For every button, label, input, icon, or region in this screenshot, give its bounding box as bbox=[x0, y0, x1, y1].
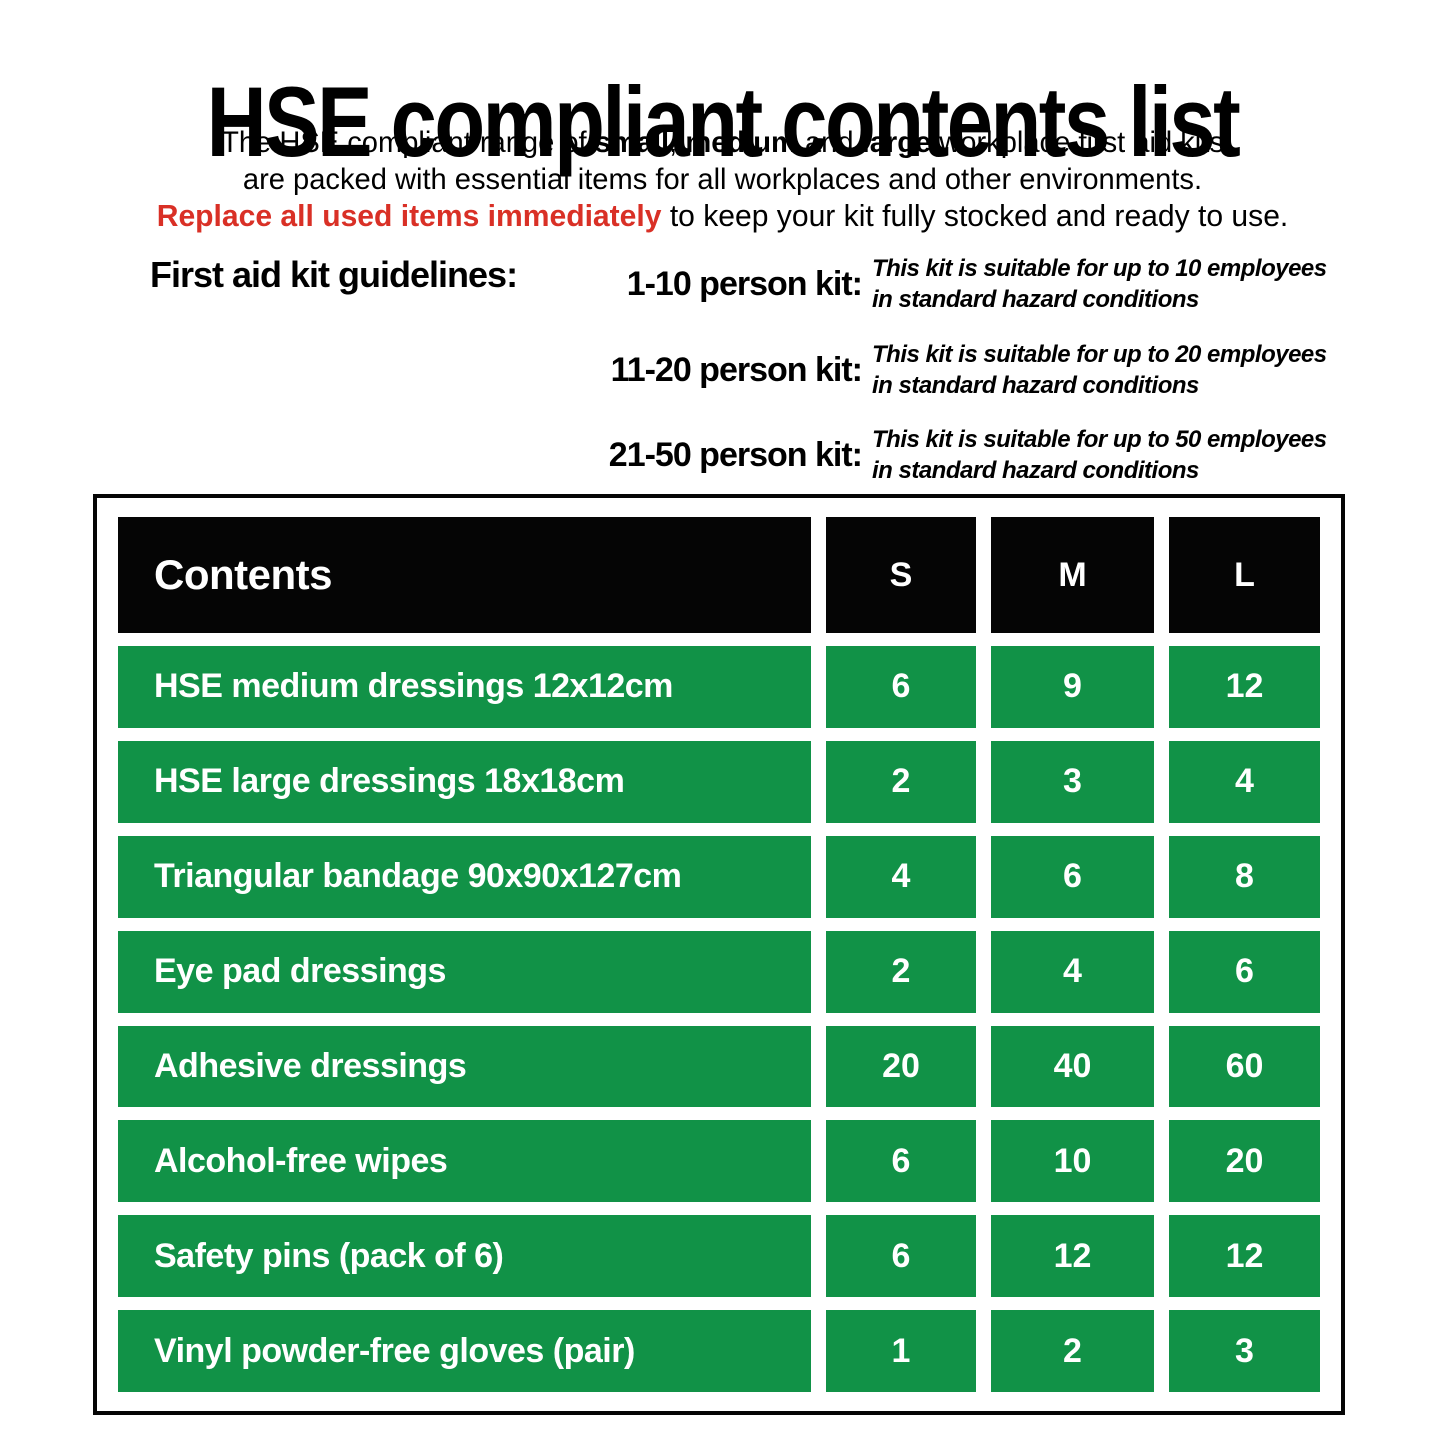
row-value-m: 6 bbox=[991, 835, 1154, 918]
row-item-label: Adhesive dressings bbox=[118, 1025, 811, 1108]
table-header-size-m: M bbox=[991, 517, 1154, 633]
row-value-m: 9 bbox=[991, 646, 1154, 728]
row-item-label: HSE large dressings 18x18cm bbox=[118, 740, 811, 823]
guideline-entry-11-20: 11-20 person kit: This kit is suitable f… bbox=[0, 338, 1445, 402]
row-value-m: 2 bbox=[991, 1310, 1154, 1392]
guideline-label: 11-20 person kit: bbox=[610, 350, 863, 389]
table-header-contents: Contents bbox=[118, 517, 811, 633]
row-value-l: 4 bbox=[1169, 740, 1320, 823]
guideline-note-line-1: This kit is suitable for up to 20 employ… bbox=[872, 341, 1327, 368]
guideline-note: This kit is suitable for up to 10 employ… bbox=[872, 253, 1327, 315]
intro-bold-small: small bbox=[594, 126, 670, 159]
guideline-note: This kit is suitable for up to 50 employ… bbox=[872, 424, 1327, 486]
intro-bold-medium: medium bbox=[685, 126, 797, 159]
row-value-m: 3 bbox=[991, 740, 1154, 823]
row-item-label: Triangular bandage 90x90x127cm bbox=[118, 835, 811, 918]
row-value-m: 12 bbox=[991, 1215, 1154, 1298]
row-value-s: 6 bbox=[826, 646, 976, 728]
guideline-note-line-2: in standard hazard conditions bbox=[872, 457, 1199, 484]
replace-note: Replace all used items immediately to ke… bbox=[22, 198, 1424, 234]
guideline-entry-1-10: 1-10 person kit: This kit is suitable fo… bbox=[0, 252, 1445, 316]
page-title: HSE compliant contents list bbox=[206, 66, 1241, 178]
guideline-note-line-1: This kit is suitable for up to 50 employ… bbox=[872, 426, 1327, 453]
intro-line-2: are packed with essential items for all … bbox=[242, 163, 1203, 196]
row-value-s: 1 bbox=[826, 1310, 976, 1392]
row-value-s: 6 bbox=[826, 1120, 976, 1203]
row-value-l: 60 bbox=[1169, 1025, 1320, 1108]
table-header-size-l: L bbox=[1169, 517, 1320, 633]
row-value-s: 20 bbox=[826, 1025, 976, 1108]
row-value-l: 12 bbox=[1169, 1215, 1320, 1298]
row-item-label: Alcohol-free wipes bbox=[118, 1120, 811, 1203]
row-value-m: 4 bbox=[991, 930, 1154, 1013]
row-value-m: 10 bbox=[991, 1120, 1154, 1203]
row-value-s: 2 bbox=[826, 740, 976, 823]
row-value-s: 4 bbox=[826, 835, 976, 918]
contents-table: Contents S M L HSE medium dressings 12x1… bbox=[93, 494, 1345, 1415]
row-item-label: Safety pins (pack of 6) bbox=[118, 1215, 811, 1298]
replace-note-bold: Replace all used items immediately bbox=[156, 198, 662, 233]
contents-table-grid: Contents S M L HSE medium dressings 12x1… bbox=[118, 517, 1320, 1392]
row-item-label: Vinyl powder-free gloves (pair) bbox=[118, 1310, 811, 1392]
intro-part-4: workplace first aid kits bbox=[931, 126, 1224, 159]
guideline-note-line-1: This kit is suitable for up to 10 employ… bbox=[872, 255, 1327, 282]
intro-part-2: , bbox=[669, 126, 686, 159]
row-item-label: HSE medium dressings 12x12cm bbox=[118, 646, 811, 728]
guideline-label: 1-10 person kit: bbox=[626, 264, 863, 303]
guideline-entry-21-50: 21-50 person kit: This kit is suitable f… bbox=[0, 423, 1445, 487]
guideline-note-line-2: in standard hazard conditions bbox=[872, 372, 1199, 399]
row-value-l: 6 bbox=[1169, 930, 1320, 1013]
guideline-note: This kit is suitable for up to 20 employ… bbox=[872, 339, 1327, 401]
intro-text: The HSE compliant range of small, medium… bbox=[22, 124, 1424, 198]
guidelines-section: First aid kit guidelines: 1-10 person ki… bbox=[0, 252, 1445, 492]
row-value-s: 2 bbox=[826, 930, 976, 1013]
guidelines-heading: First aid kit guidelines: bbox=[150, 254, 518, 295]
guideline-label: 21-50 person kit: bbox=[608, 435, 863, 474]
intro-bold-large: large bbox=[861, 126, 932, 159]
row-value-m: 40 bbox=[991, 1025, 1154, 1108]
row-value-l: 3 bbox=[1169, 1310, 1320, 1392]
intro-line-1: The HSE compliant range of small, medium… bbox=[22, 124, 1424, 161]
row-value-l: 20 bbox=[1169, 1120, 1320, 1203]
intro-part-1: The HSE compliant range of bbox=[221, 126, 595, 159]
replace-note-rest: to keep your kit fully stocked and ready… bbox=[661, 198, 1289, 233]
guideline-note-line-2: in standard hazard conditions bbox=[872, 286, 1199, 313]
row-item-label: Eye pad dressings bbox=[118, 930, 811, 1013]
table-header-size-s: S bbox=[826, 517, 976, 633]
row-value-s: 6 bbox=[826, 1215, 976, 1298]
row-value-l: 8 bbox=[1169, 835, 1320, 918]
row-value-l: 12 bbox=[1169, 646, 1320, 728]
intro-part-3: and bbox=[796, 126, 862, 159]
